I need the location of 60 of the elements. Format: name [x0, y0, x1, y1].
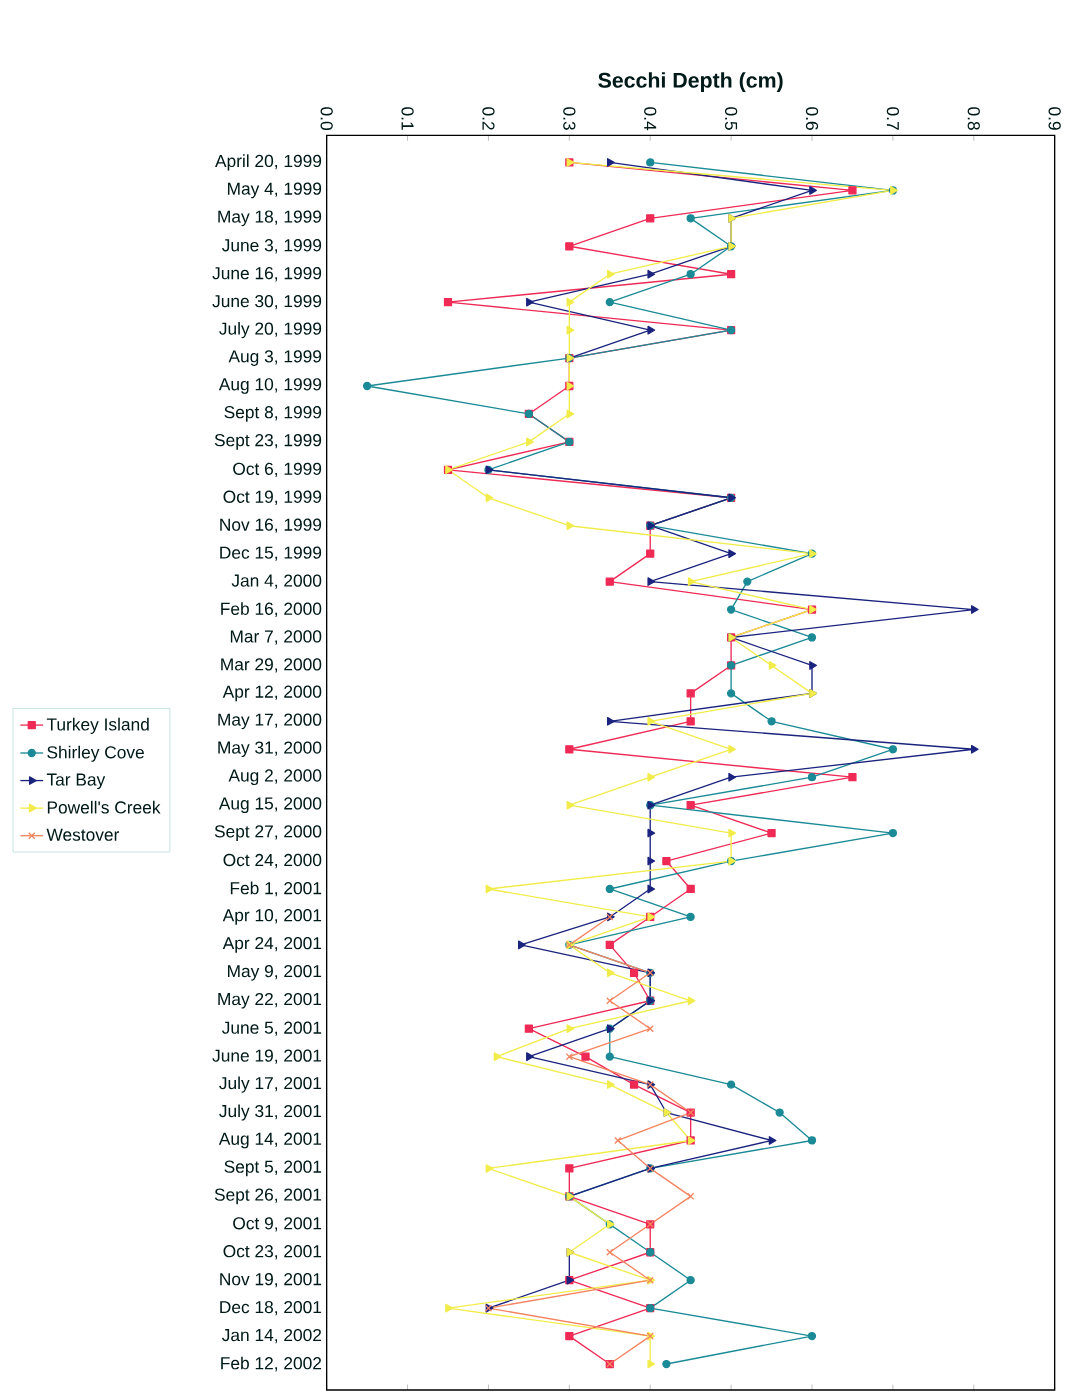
x-tick-label: 0.3	[563, 107, 576, 130]
legend-label: Shirley Cove	[47, 745, 144, 762]
x-tick-label: 0.6	[805, 107, 819, 130]
y-tick-label: May 4, 1999	[227, 182, 322, 199]
x-tick-label: 0.4	[644, 107, 657, 131]
y-tick-label: Feb 12, 2002	[221, 1356, 322, 1372]
y-tick-label: Oct 9, 2001	[233, 1217, 322, 1232]
y-tick-label: Sept 27, 2000	[214, 825, 322, 841]
y-tick-label: April 20, 1999	[215, 154, 322, 171]
y-tick-label: Aug 3, 1999	[228, 350, 322, 366]
y-tick-label: Nov 16, 1999	[220, 518, 322, 533]
y-tick-label: Dec 18, 2001	[220, 1300, 322, 1316]
y-tick-label: Sept 8, 1999	[224, 406, 322, 422]
legend-label: Tar Bay	[46, 773, 106, 790]
y-tick-label: May 31, 2000	[218, 741, 322, 758]
x-tick-label: 0.8	[967, 107, 980, 130]
y-tick-label: July 20, 1999	[219, 322, 322, 339]
y-tick-label: Mar 29, 2000	[221, 658, 322, 673]
y-tick-label: Aug 15, 2000	[218, 797, 322, 813]
x-tick-label: 0.7	[886, 107, 900, 130]
y-tick-label: Sept 26, 2001	[214, 1188, 322, 1205]
legend-label: Powell's Creek	[47, 800, 161, 814]
y-tick-label: July 31, 2001	[219, 1104, 322, 1121]
y-tick-label: Aug 10, 1999	[218, 378, 322, 394]
y-tick-label: June 19, 2001	[212, 1049, 322, 1064]
y-tick-label: Nov 19, 2001	[220, 1273, 322, 1288]
y-tick-label: Sept 23, 1999	[214, 434, 322, 450]
y-tick-label: Aug 2, 2000	[228, 769, 322, 786]
y-tick-label: June 3, 1999	[221, 239, 322, 254]
y-tick-label: Dec 15, 1999	[220, 546, 322, 561]
y-tick-label: Jan 14, 2002	[221, 1328, 322, 1344]
y-tick-label: Feb 16, 2000	[221, 602, 322, 617]
y-tick-label: Apr 10, 2001	[222, 909, 322, 925]
x-tick-label: 0.9	[1048, 107, 1061, 130]
y-tick-label: June 16, 1999	[212, 267, 322, 282]
y-tick-label: May 9, 2001	[227, 964, 322, 981]
y-tick-label: Oct 23, 2001	[223, 1245, 322, 1260]
x-tick-label: 0.2	[482, 107, 495, 130]
y-tick-label: Feb 1, 2001	[230, 881, 322, 897]
y-tick-label: June 30, 1999	[212, 295, 322, 310]
y-tick-label: Aug 14, 2001	[218, 1132, 322, 1149]
x-tick-label: 0.5	[724, 107, 738, 130]
x-axis-title: Secchi Depth (cm)	[598, 72, 783, 93]
y-tick-label: Jan 4, 2000	[231, 574, 322, 589]
y-tick-label: July 17, 2001	[219, 1076, 322, 1093]
y-tick-label: Oct 19, 1999	[223, 490, 322, 505]
y-tick-label: May 17, 2000	[218, 713, 322, 730]
y-tick-label: May 18, 1999	[218, 210, 322, 227]
x-tick-label: 0.0	[320, 107, 333, 130]
y-tick-label: Mar 7, 2000	[230, 630, 322, 645]
y-tick-label: June 5, 2001	[221, 1021, 322, 1036]
y-tick-label: Oct 24, 2000	[223, 853, 322, 869]
y-tick-label: Apr 24, 2001	[222, 937, 322, 953]
y-tick-label: Apr 12, 2000	[222, 685, 322, 702]
legend-label: Westover	[46, 828, 120, 841]
y-tick-label: May 22, 2001	[218, 992, 322, 1009]
y-tick-label: Sept 5, 2001	[224, 1160, 322, 1177]
x-tick-label: 0.1	[401, 107, 414, 130]
y-tick-label: Oct 6, 1999	[233, 462, 322, 477]
legend-label: Turkey Island	[46, 717, 149, 734]
